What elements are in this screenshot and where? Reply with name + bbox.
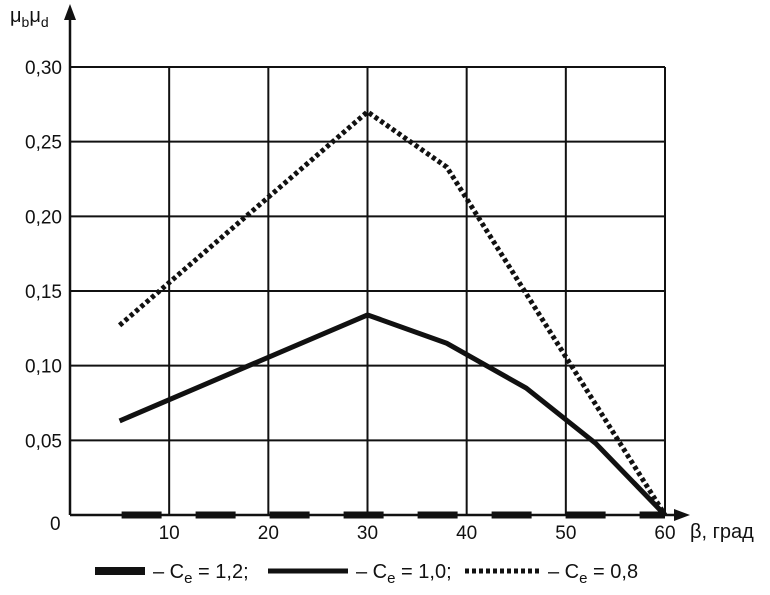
series-line-solid — [118, 312, 667, 517]
x-tick-label: 60 — [654, 523, 675, 544]
x-tick-label: 10 — [159, 523, 180, 544]
y-tick-label: 0,15 — [25, 282, 62, 303]
x-tick-label: 50 — [555, 523, 576, 544]
legend-entry-label: – Ce = 1,0; — [356, 561, 452, 587]
x-axis-arrow — [674, 509, 690, 521]
x-tick-label: 30 — [357, 523, 378, 544]
origin-label: 0 — [50, 514, 61, 535]
x-tick-label: 40 — [456, 523, 477, 544]
series-layer — [117, 108, 668, 519]
y-axis-label: μbμd — [10, 5, 49, 30]
y-axis-arrow — [64, 4, 76, 20]
y-tick-label: 0,30 — [25, 58, 62, 79]
grid-lines — [70, 66, 666, 515]
x-tick-label: 20 — [258, 523, 279, 544]
legend: – Ce = 1,2; – Ce = 1,0; – Ce = 0,8 — [95, 561, 638, 587]
tick-labels: 0,05 0,10 0,15 0,20 0,25 0,30 10 20 30 40 50 60 — [25, 58, 676, 544]
legend-entry-label: – Ce = 1,2; — [153, 561, 249, 587]
legend-entry-label: – Ce = 0,8 — [548, 561, 638, 587]
y-tick-label: 0,10 — [25, 357, 62, 378]
y-tick-label: 0,05 — [25, 431, 62, 452]
y-tick-label: 0,25 — [25, 133, 62, 154]
series-line-dotted — [117, 108, 668, 517]
x-axis-label: β, град — [690, 521, 754, 543]
y-tick-label: 0,20 — [25, 207, 62, 228]
